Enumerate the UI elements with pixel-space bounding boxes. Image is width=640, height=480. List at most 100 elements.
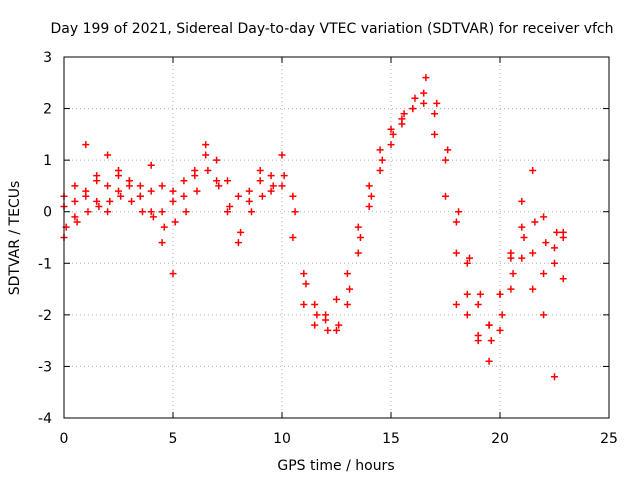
data-point	[202, 151, 210, 159]
data-point	[378, 156, 386, 164]
data-point	[93, 197, 101, 205]
data-point	[485, 321, 493, 329]
chart-title: Day 199 of 2021, Sidereal Day-to-day VTE…	[50, 21, 613, 37]
data-point	[354, 223, 362, 231]
data-point	[376, 166, 384, 174]
data-point	[256, 177, 264, 185]
data-point	[160, 223, 168, 231]
plot-frame	[63, 56, 610, 419]
data-point	[117, 192, 125, 200]
data-point	[180, 192, 188, 200]
data-point	[104, 208, 112, 216]
data-point	[95, 203, 103, 211]
data-point	[258, 192, 266, 200]
y-tick-label: 3	[43, 50, 52, 66]
data-point	[171, 218, 179, 226]
y-tick-label: 2	[43, 102, 52, 118]
data-point	[213, 156, 221, 164]
data-point	[431, 130, 439, 138]
data-point	[542, 239, 550, 247]
data-point	[234, 192, 242, 200]
data-point	[444, 146, 452, 154]
data-point	[529, 285, 537, 293]
data-point	[324, 326, 332, 334]
data-point	[169, 197, 177, 205]
data-point	[71, 182, 79, 190]
data-point	[256, 166, 264, 174]
data-point	[518, 254, 526, 262]
data-point	[313, 311, 321, 319]
series-track-a	[60, 89, 567, 334]
data-point	[465, 254, 473, 262]
data-point	[551, 373, 558, 381]
data-point	[237, 228, 245, 236]
data-point	[335, 321, 343, 329]
data-point	[442, 192, 449, 200]
y-tick-label: -3	[38, 359, 52, 375]
data-point	[540, 270, 548, 278]
data-point	[367, 192, 375, 200]
data-point	[169, 270, 177, 278]
data-point	[551, 244, 558, 252]
data-point	[158, 182, 166, 190]
data-point	[125, 177, 133, 185]
data-point	[300, 301, 308, 309]
x-tick-label: 0	[60, 431, 69, 447]
data-point	[180, 177, 188, 185]
data-point	[442, 156, 449, 164]
data-point	[247, 208, 255, 216]
x-tick-label: 10	[273, 431, 291, 447]
data-point	[193, 187, 201, 195]
data-point	[496, 290, 504, 298]
data-point	[356, 234, 364, 241]
data-point	[433, 99, 441, 107]
data-point	[343, 270, 351, 278]
data-point	[311, 301, 319, 309]
data-point	[278, 182, 286, 190]
grid	[64, 57, 609, 418]
data-point	[507, 249, 515, 257]
series-track-d	[60, 141, 177, 278]
data-point	[398, 115, 406, 123]
data-point	[115, 187, 122, 195]
data-point	[149, 213, 157, 221]
data-point	[559, 234, 567, 241]
data-point	[280, 172, 288, 180]
data-point	[389, 130, 397, 138]
data-point	[452, 249, 460, 257]
data-point	[82, 192, 90, 200]
data-point	[215, 182, 223, 190]
data-point	[553, 228, 561, 236]
data-point	[529, 249, 537, 257]
data-point	[158, 239, 166, 247]
data-point	[267, 172, 275, 180]
data-point	[431, 110, 439, 118]
data-point	[420, 99, 428, 107]
data-point	[343, 301, 351, 309]
data-point	[147, 161, 155, 169]
data-point	[551, 259, 558, 267]
y-tick-label: -4	[38, 411, 52, 427]
data-point	[496, 326, 504, 334]
y-tick-label: 1	[43, 153, 52, 169]
data-point	[474, 331, 482, 339]
data-point	[518, 197, 526, 205]
data-point	[507, 285, 515, 293]
series-track-c	[60, 99, 558, 381]
data-point	[73, 218, 81, 226]
data-point	[463, 259, 471, 267]
data-point	[93, 172, 101, 180]
data-point	[474, 301, 482, 309]
data-point	[452, 218, 460, 226]
data-point	[128, 197, 136, 205]
data-point	[498, 311, 506, 319]
data-point	[224, 177, 231, 185]
data-point	[420, 89, 428, 97]
data-point	[269, 182, 277, 190]
data-point	[182, 208, 190, 216]
x-axis-label: GPS time / hours	[277, 458, 394, 474]
series-track-e	[452, 166, 567, 339]
data-point	[71, 213, 79, 221]
data-point	[322, 311, 330, 319]
data-point	[213, 177, 221, 185]
